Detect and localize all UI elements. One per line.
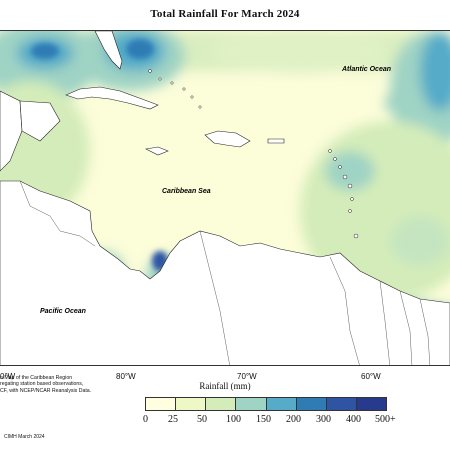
legend-swatch: [356, 398, 386, 410]
pacific-ocean-label: Pacific Ocean: [40, 308, 86, 315]
map-description-note: n Map of the Caribbean Region regating s…: [0, 375, 135, 394]
note-line: CF, with NCEP/NCAR Reanalysis Data.: [0, 387, 92, 394]
coastlines: [0, 31, 450, 365]
note-line: n Map of the Caribbean Region: [0, 375, 73, 381]
legend-title: Rainfall (mm): [199, 381, 251, 391]
legend-label: 400: [346, 414, 361, 425]
lon-tick-80w: 80°W: [116, 372, 136, 381]
legend-swatch: [326, 398, 357, 410]
note-line: regating station based observations,: [0, 381, 84, 388]
lon-tick-60w: 60°W: [361, 372, 381, 381]
legend-swatch: [206, 398, 237, 410]
lon-tick-70w: 70°W: [237, 372, 257, 381]
legend-swatch: [146, 398, 177, 410]
legend-label: 150: [256, 414, 271, 425]
rainfall-map: Atlantic Ocean Caribbean Sea Pacific Oce…: [0, 30, 450, 366]
atlantic-ocean-label: Atlantic Ocean: [341, 66, 391, 73]
legend-labels: 0 25 50 100 150 200 300 400 500+: [139, 414, 414, 428]
credit-text: CIMH March 2024: [4, 434, 45, 440]
legend-label: 0: [143, 414, 148, 425]
legend-label: 100: [226, 414, 241, 425]
legend-label: 500+: [375, 414, 396, 425]
legend-swatch: [296, 398, 327, 410]
legend-color-bar: [145, 397, 387, 411]
legend-label: 200: [286, 414, 301, 425]
legend-swatch: [236, 398, 267, 410]
caribbean-sea-label: Caribbean Sea: [162, 188, 211, 195]
lon-tick-0: 0°W: [0, 372, 16, 381]
legend-swatch: [266, 398, 297, 410]
legend-label: 50: [197, 414, 207, 425]
map-title: Total Rainfall For March 2024: [150, 8, 300, 20]
legend-swatch: [176, 398, 207, 410]
legend-label: 300: [316, 414, 331, 425]
legend-label: 25: [168, 414, 178, 425]
